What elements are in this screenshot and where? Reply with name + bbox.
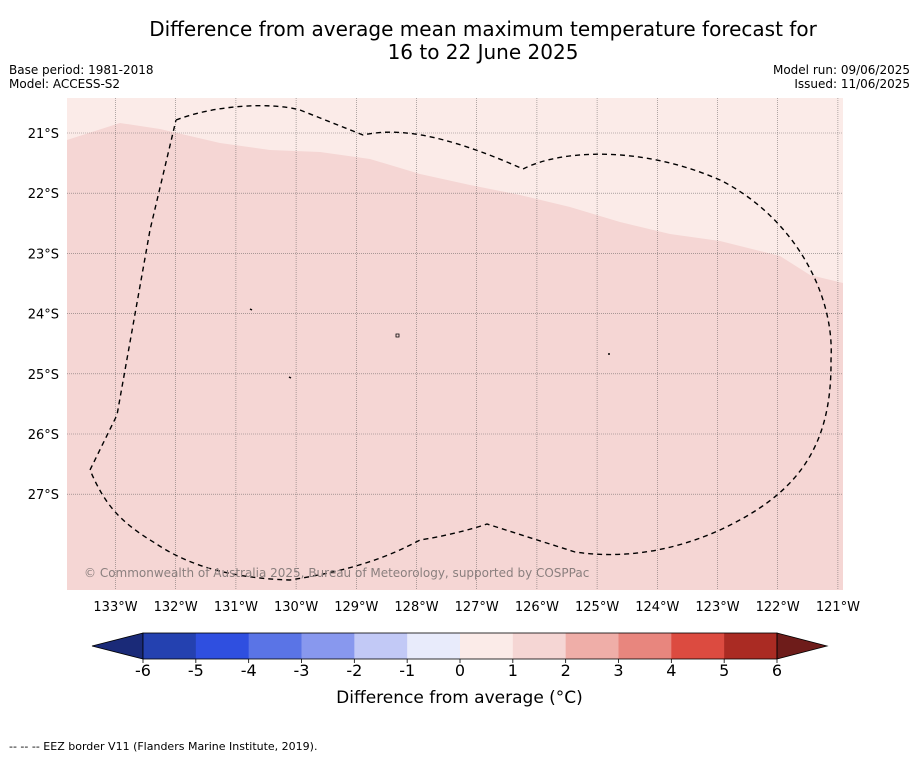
colorbar-segment <box>724 633 778 659</box>
colorbar-segment <box>301 633 355 659</box>
eez-legend-text: -- -- -- EEZ border V11 (Flanders Marine… <box>9 740 318 753</box>
latitude-labels: 21°S 22°S 23°S 24°S 25°S 26°S 27°S <box>28 127 59 503</box>
longitude-label: 123°W <box>695 600 739 615</box>
colorbar-segment <box>354 633 408 659</box>
island-marker <box>249 308 253 311</box>
colorbar-tick-label: -4 <box>241 661 257 680</box>
island-marker <box>395 333 400 338</box>
longitude-label: 125°W <box>575 600 619 615</box>
issued-text: Issued: 11/06/2025 <box>794 77 910 91</box>
longitude-label: 131°W <box>214 600 258 615</box>
colorbar-segment <box>248 633 302 659</box>
longitude-label: 122°W <box>756 600 800 615</box>
longitude-label: 121°W <box>816 600 860 615</box>
colorbar-segment <box>460 633 514 659</box>
colorbar-tick-label: 3 <box>613 661 623 680</box>
colorbar-tick-label: -5 <box>188 661 204 680</box>
longitude-label: 129°W <box>334 600 378 615</box>
colorbar-tick-label: 5 <box>719 661 729 680</box>
colorbar-tick-label: 4 <box>666 661 676 680</box>
graticule <box>67 98 843 590</box>
meta-right: Model run: 09/06/2025 Issued: 11/06/2025 <box>773 63 910 91</box>
latitude-label: 25°S <box>28 368 59 383</box>
longitude-labels: 133°W 132°W 131°W 130°W 129°W 128°W 127°W 126°W… <box>93 600 860 615</box>
colorbar-segment <box>407 633 461 659</box>
colorbar-tick-label: -1 <box>399 661 415 680</box>
longitude-label: 127°W <box>455 600 499 615</box>
longitude-label: 126°W <box>515 600 559 615</box>
longitude-label: 132°W <box>154 600 198 615</box>
island-marker <box>288 376 292 379</box>
map-field-bin-1-2 <box>67 123 843 590</box>
colorbar-tick-label: -3 <box>294 661 310 680</box>
colorbar-under-arrow <box>91 632 144 660</box>
colorbar <box>91 632 829 660</box>
colorbar-segment <box>195 633 250 659</box>
colorbar-tick-label: 2 <box>561 661 571 680</box>
latitude-label: 22°S <box>28 187 59 202</box>
colorbar-segment <box>512 633 567 659</box>
colorbar-tick-label: -6 <box>135 661 151 680</box>
model-text: Model: ACCESS-S2 <box>9 77 121 91</box>
colorbar-tick-label: -2 <box>346 661 362 680</box>
model-run-text: Model run: 09/06/2025 <box>772 63 910 77</box>
colorbar-segment <box>143 633 197 659</box>
latitude-label: 21°S <box>28 127 59 142</box>
colorbar-segment <box>671 633 725 659</box>
copyright-text: © Commonwealth of Australia 2025, Bureau… <box>84 566 589 580</box>
colorbar-segment <box>618 633 672 659</box>
latitude-label: 27°S <box>28 488 59 503</box>
colorbar-tick-label: 0 <box>455 661 465 680</box>
longitude-label: 130°W <box>274 600 318 615</box>
longitude-label: 128°W <box>394 600 438 615</box>
colorbar-tick-label: 1 <box>508 661 518 680</box>
eez-border <box>89 105 832 581</box>
map-panel: © Commonwealth of Australia 2025, Bureau… <box>67 98 843 590</box>
title-line-1: Difference from average mean maximum tem… <box>149 17 817 41</box>
latitude-label: 23°S <box>28 247 59 262</box>
colorbar-tick-labels: -6 -5 -4 -3 -2 -1 0 1 2 3 4 5 6 <box>135 659 782 680</box>
colorbar-over-arrow <box>776 632 829 660</box>
title-line-2: 16 to 22 June 2025 <box>387 40 579 64</box>
meta-left: Base period: 1981-2018 Model: ACCESS-S2 <box>9 63 154 91</box>
latitude-label: 24°S <box>28 308 59 323</box>
map-title: Difference from average mean maximum tem… <box>0 18 919 64</box>
base-period-text: Base period: 1981-2018 <box>9 63 154 77</box>
longitude-label: 124°W <box>635 600 679 615</box>
longitude-label: 133°W <box>93 600 137 615</box>
colorbar-label: Difference from average (°C) <box>336 688 583 708</box>
latitude-label: 26°S <box>28 428 59 443</box>
colorbar-segment <box>565 633 619 659</box>
colorbar-tick-label: 6 <box>772 661 782 680</box>
